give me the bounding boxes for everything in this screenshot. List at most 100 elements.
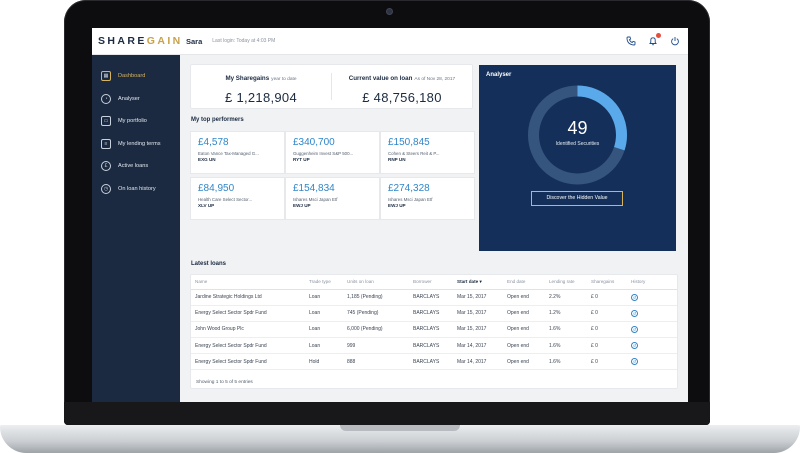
performer-value: £154,834 (293, 183, 335, 194)
onloan-stat: Current value on loan As of Nov 28, 2017 … (332, 75, 472, 105)
cell-start-date: Mar 14, 2017 (453, 353, 503, 371)
history-icon: ◷ (101, 183, 111, 194)
cell-units: 888 (343, 353, 409, 371)
sort-desc-icon: ▾ (479, 278, 482, 284)
sidebar-item-analyser[interactable]: ◔ Analyser (92, 88, 180, 111)
table-header-row: Name Trade type Units on loan Borrower S… (191, 275, 677, 290)
loans-table-card: Name Trade type Units on loan Borrower S… (191, 275, 677, 388)
phone-icon[interactable] (626, 36, 636, 46)
cell-history: ↺ (627, 321, 677, 339)
performer-value: £4,578 (198, 137, 229, 148)
cell-end-date: Open end (503, 337, 545, 355)
table-row[interactable]: John Wood Group Plc Loan 6,000 (Pending)… (191, 321, 677, 339)
onloan-title: Current value on loan As of Nov 28, 2017 (332, 75, 472, 82)
top-bar: SHAREGAIN Sara Last login: Today at 4:03… (92, 28, 688, 55)
table-row[interactable]: Energy Select Sector Spdr Fund Loan 745 … (191, 305, 677, 322)
cell-borrower: BARCLAYS (409, 289, 453, 306)
sidebar-item-lending-terms[interactable]: ≡ My lending terms (92, 133, 180, 156)
cell-name: John Wood Group Plc (191, 321, 305, 339)
cell-history: ↺ (627, 353, 677, 371)
cell-sharegains: £ 0 (587, 305, 627, 322)
cell-trade-type: Loan (305, 305, 343, 322)
history-icon[interactable]: ↺ (631, 342, 638, 350)
cell-end-date: Open end (503, 289, 545, 306)
performer-name: Eaton Vance Tax-Managed G... (198, 151, 259, 156)
onloan-subtitle: As of Nov 28, 2017 (414, 77, 456, 82)
cell-units: 6,000 (Pending) (343, 321, 409, 339)
history-icon[interactable]: ↺ (631, 293, 638, 301)
cell-sharegains: £ 0 (587, 289, 627, 306)
discover-button[interactable]: Discover the Hidden Value (531, 191, 623, 206)
sidebar-item-my-portfolio[interactable]: ▭ My portfolio (92, 110, 180, 133)
column-header-sorted[interactable]: Start date ▾ (453, 275, 503, 290)
cell-sharegains: £ 0 (587, 321, 627, 339)
performer-value: £340,700 (293, 137, 335, 148)
column-header[interactable]: Units on loan (343, 275, 409, 290)
column-header: History (627, 275, 677, 290)
sidebar-item-label: Dashboard (118, 73, 146, 80)
cell-units: 745 (Pending) (343, 305, 409, 322)
column-header[interactable]: End date (503, 275, 545, 290)
performer-value: £84,950 (198, 183, 235, 194)
cell-start-date: Mar 14, 2017 (453, 337, 503, 355)
cell-rate: 1.6% (545, 321, 587, 339)
logo-share: SHARE (98, 35, 147, 47)
cell-start-date: Mar 15, 2017 (453, 321, 503, 339)
bell-icon[interactable] (648, 33, 661, 46)
onloan-title-text: Current value on loan (348, 75, 413, 82)
sidebar-item-loan-history[interactable]: ◷ On loan history (92, 178, 180, 201)
cell-rate: 1.6% (545, 337, 587, 355)
table-row[interactable]: Jardine Strategic Holdings Ltd Loan 1,18… (191, 289, 677, 306)
column-header[interactable]: Borrower (409, 275, 453, 290)
performer-card[interactable]: £4,578 Eaton Vance Tax-Managed G... EXG … (191, 132, 284, 173)
performer-ticker: RYT UP (293, 157, 310, 162)
terms-icon: ≡ (101, 138, 111, 149)
cell-name: Energy Select Sector Spdr Fund (191, 337, 305, 355)
performer-card[interactable]: £274,328 Ishares Msci Japan Etf EWJ UP (381, 178, 474, 219)
column-header[interactable]: Name (191, 275, 305, 290)
cell-rate: 1.2% (545, 305, 587, 322)
performer-value: £150,845 (388, 137, 430, 148)
analyser-title: Analyser (486, 72, 512, 78)
table-row[interactable]: Energy Select Sector Spdr Fund Hold 888 … (191, 353, 677, 371)
sidebar-item-dashboard[interactable]: ▦ Dashboard (92, 65, 180, 88)
notification-badge (656, 33, 661, 38)
history-icon[interactable]: ↺ (631, 325, 638, 333)
history-icon[interactable]: ↺ (631, 358, 638, 366)
column-header[interactable]: Lending rate (545, 275, 587, 290)
performer-ticker: XLV UP (198, 203, 215, 208)
sidebar-item-active-loans[interactable]: £ Active loans (92, 155, 180, 178)
cell-name: Jardine Strategic Holdings Ltd (191, 289, 305, 306)
laptop-bezel (64, 402, 710, 425)
analyser-panel: Analyser 49 Identified Securities Discov… (479, 65, 676, 251)
performer-card[interactable]: £340,700 Guggenheim Invest S&P 500... RY… (286, 132, 379, 173)
cell-units: 1,185 (Pending) (343, 289, 409, 306)
performer-card[interactable]: £150,845 Cohen & Steers Reit & P... RNP … (381, 132, 474, 173)
cell-borrower: BARCLAYS (409, 305, 453, 322)
cell-units: 999 (343, 337, 409, 355)
cell-borrower: BARCLAYS (409, 321, 453, 339)
sidebar-item-label: My lending terms (118, 140, 161, 147)
table-row[interactable]: Energy Select Sector Spdr Fund Loan 999 … (191, 337, 677, 355)
performer-ticker: EWJ UP (388, 203, 406, 208)
power-icon[interactable] (670, 36, 680, 46)
identified-count: 49 (567, 118, 588, 138)
cell-borrower: BARCLAYS (409, 337, 453, 355)
pie-icon: ◔ (101, 93, 111, 104)
performer-card[interactable]: £154,834 Ishares Msci Japan Etf EWJ UP (286, 178, 379, 219)
column-header[interactable]: Trade type (305, 275, 343, 290)
cell-borrower: BARCLAYS (409, 353, 453, 371)
performer-card[interactable]: £84,950 Health Care Select Sector... XLV… (191, 178, 284, 219)
summary-divider (331, 73, 332, 100)
column-header[interactable]: Sharegains (587, 275, 627, 290)
laptop-notch (340, 425, 460, 431)
briefcase-icon: ▭ (101, 116, 111, 127)
performer-name: Ishares Msci Japan Etf (293, 197, 338, 202)
sidebar-item-label: On loan history (118, 185, 156, 192)
performers-title: My top performers (191, 117, 244, 123)
cell-trade-type: Loan (305, 289, 343, 306)
app-logo[interactable]: SHAREGAIN (92, 35, 180, 47)
sharegains-title-text: My Sharegains (225, 75, 270, 82)
history-icon[interactable]: ↺ (631, 309, 638, 317)
cell-sharegains: £ 0 (587, 337, 627, 355)
